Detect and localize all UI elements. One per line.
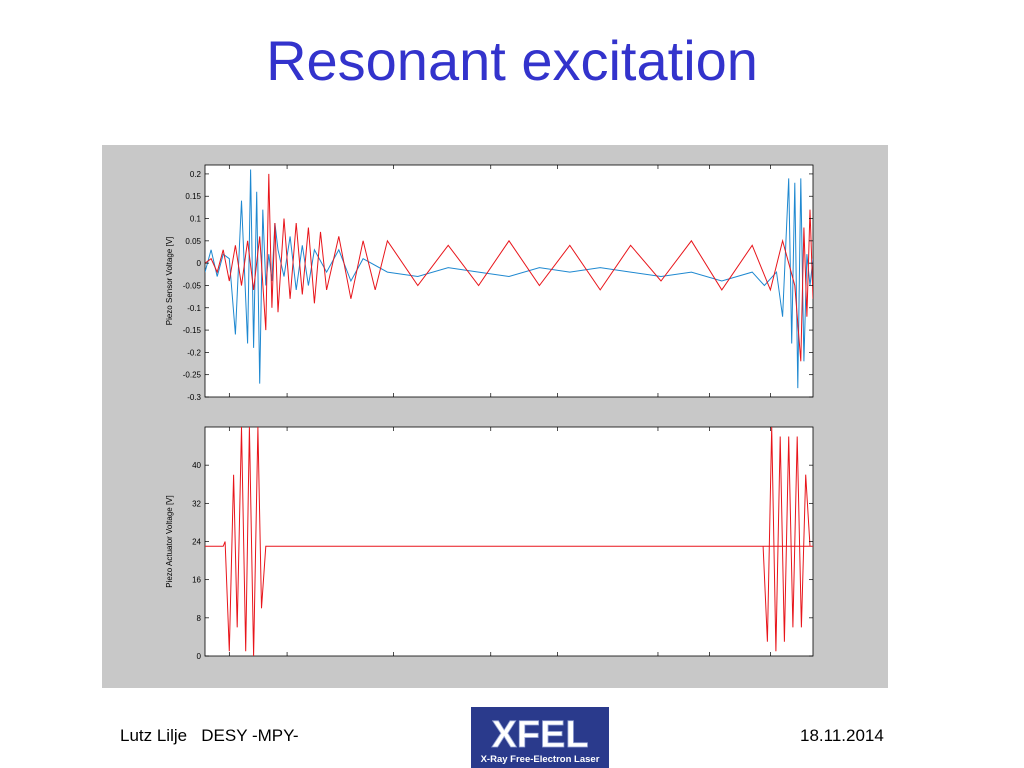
sensor-ytick-label: -0.25 (183, 371, 202, 380)
logo-subtext: X-Ray Free-Electron Laser (481, 754, 600, 765)
sensor-ytick-label: 0.1 (190, 215, 202, 224)
actuator-plot-area (204, 426, 814, 657)
actuator-ytick-label: 32 (192, 499, 201, 508)
sensor-ytick-label: 0 (197, 259, 202, 268)
sensor-ytick-label: 0.05 (185, 237, 201, 246)
actuator-plot: 0 8 16 24 32 40 Piezo Actuator Voltage [V] (165, 426, 814, 661)
logo-background (471, 707, 609, 768)
actuator-ytick-label: 8 (197, 614, 202, 623)
sensor-series-1 (205, 173, 813, 362)
logo-text: XFEL (491, 714, 588, 756)
sensor-ylabel: Piezo Sensor Voltage [V] (165, 237, 174, 326)
actuator-ytick-label: 24 (192, 538, 201, 547)
sensor-plot-area (204, 164, 814, 398)
actuator-ytick-label: 0 (197, 652, 202, 661)
sensor-ytick-label: -0.15 (183, 326, 202, 335)
actuator-ylabel: Piezo Actuator Voltage [V] (165, 495, 174, 588)
sensor-ytick-label: -0.3 (187, 393, 201, 402)
figure: 0.2 0.15 0.1 0.05 0 -0.05 -0.1 -0.15 -0.2 -0.25 -0… (102, 145, 888, 688)
sensor-ytick-label: 0.2 (190, 170, 202, 179)
slide-title: Resonant excitation (266, 29, 758, 92)
sensor-ytick-label: -0.2 (187, 348, 201, 357)
footer-date: 18.11.2014 (800, 726, 884, 745)
actuator-ytick-label: 40 (192, 461, 201, 470)
sensor-ytick-label: 0.15 (185, 192, 201, 201)
actuator-ytick-label: 16 (192, 576, 201, 585)
sensor-ytick-label: -0.1 (187, 304, 201, 313)
sensor-ytick-label: -0.05 (183, 281, 202, 290)
sensor-series-0 (205, 169, 813, 389)
footer-author: Lutz Lilje DESY -MPY- (120, 726, 299, 745)
xfel-logo: XFEL X-Ray Free-Electron Laser (471, 707, 609, 768)
sensor-plot: 0.2 0.15 0.1 0.05 0 -0.05 -0.1 -0.15 -0.2 -0.25 -0… (165, 164, 814, 402)
actuator-series-0 (205, 427, 813, 656)
